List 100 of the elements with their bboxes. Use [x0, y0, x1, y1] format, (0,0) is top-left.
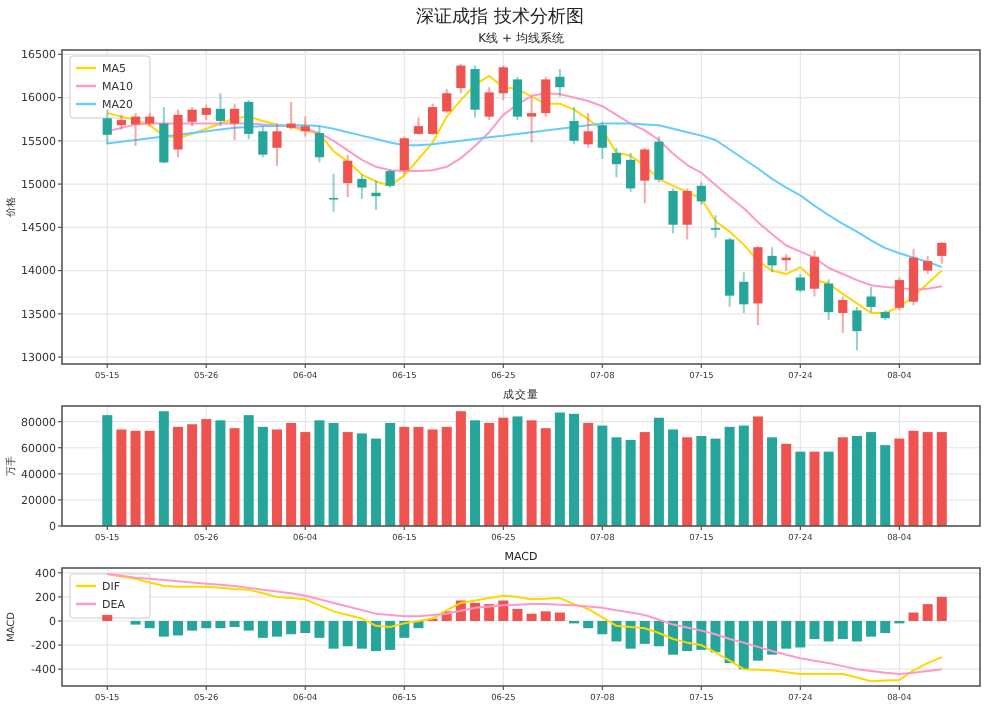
bar	[866, 620, 877, 637]
bar	[696, 436, 707, 526]
bar	[795, 620, 806, 648]
bar	[158, 411, 169, 526]
bar	[328, 422, 339, 526]
bar	[300, 432, 311, 526]
bar	[526, 420, 537, 526]
bar	[116, 429, 127, 526]
bar	[172, 426, 183, 526]
bar	[272, 429, 282, 526]
bar	[781, 620, 792, 649]
bar	[837, 620, 848, 640]
bar	[583, 620, 594, 629]
bar	[639, 432, 650, 526]
bar	[498, 417, 509, 526]
bar	[710, 438, 721, 526]
bar	[314, 420, 325, 526]
bar	[809, 451, 820, 526]
bar	[894, 438, 905, 526]
bar	[682, 437, 693, 526]
bar	[413, 426, 424, 526]
bar	[257, 426, 268, 526]
bar	[795, 451, 806, 526]
bar	[201, 419, 212, 526]
bar	[597, 425, 608, 526]
bar	[441, 426, 452, 526]
bar	[767, 437, 778, 526]
bar	[668, 429, 679, 526]
bar	[653, 417, 664, 526]
bar	[724, 426, 735, 526]
bar	[243, 415, 254, 526]
bar	[569, 413, 580, 526]
bar	[455, 411, 466, 526]
bar	[540, 611, 551, 621]
bar	[908, 430, 919, 526]
bar	[738, 620, 749, 670]
bar	[215, 620, 226, 629]
bar	[512, 608, 523, 621]
bar	[427, 429, 438, 526]
bar	[286, 620, 297, 635]
bar	[144, 620, 155, 629]
bar	[342, 620, 353, 647]
bar	[526, 613, 537, 621]
bar	[880, 445, 891, 526]
bar	[823, 620, 834, 642]
bar	[597, 620, 608, 635]
bar	[625, 439, 636, 526]
bar	[583, 422, 594, 526]
bar	[823, 451, 834, 526]
bar	[385, 422, 396, 526]
bar	[342, 432, 353, 526]
bar	[484, 422, 495, 526]
bar	[356, 433, 367, 526]
bar	[625, 620, 636, 649]
bar	[936, 432, 947, 526]
bar	[781, 443, 792, 526]
bar	[880, 620, 891, 634]
bar	[130, 430, 141, 526]
bar	[767, 620, 778, 655]
bar	[611, 437, 622, 526]
bar	[512, 416, 523, 526]
bar	[399, 426, 410, 526]
bar	[554, 612, 565, 621]
bar	[922, 604, 933, 621]
bar	[187, 424, 198, 526]
bar	[540, 428, 551, 526]
bar	[922, 432, 933, 526]
bar	[470, 420, 481, 526]
bar	[102, 614, 113, 621]
chart-title: 深证成指 技术分析图	[416, 6, 584, 28]
bar	[866, 432, 877, 526]
bar	[554, 412, 565, 526]
bar	[243, 620, 254, 631]
bar	[356, 620, 367, 649]
bar	[257, 620, 268, 638]
bar	[158, 620, 169, 637]
bar	[752, 620, 763, 661]
bar	[314, 620, 325, 638]
bar	[229, 620, 240, 627]
bar	[371, 620, 382, 652]
bar	[936, 596, 947, 621]
bar	[300, 620, 311, 634]
bar	[837, 437, 848, 526]
bar	[102, 415, 113, 526]
bar	[272, 620, 282, 637]
bar	[738, 425, 749, 526]
bar	[385, 620, 396, 650]
bar	[752, 416, 763, 526]
bar	[639, 620, 650, 644]
bar	[908, 612, 919, 621]
bar	[851, 436, 862, 526]
bar	[215, 420, 226, 526]
bar	[809, 620, 820, 640]
bar	[172, 620, 183, 636]
bar	[328, 620, 339, 649]
bar	[144, 430, 155, 526]
bar	[201, 620, 212, 629]
bar	[187, 620, 198, 631]
bar	[851, 620, 862, 642]
bar	[371, 438, 382, 526]
